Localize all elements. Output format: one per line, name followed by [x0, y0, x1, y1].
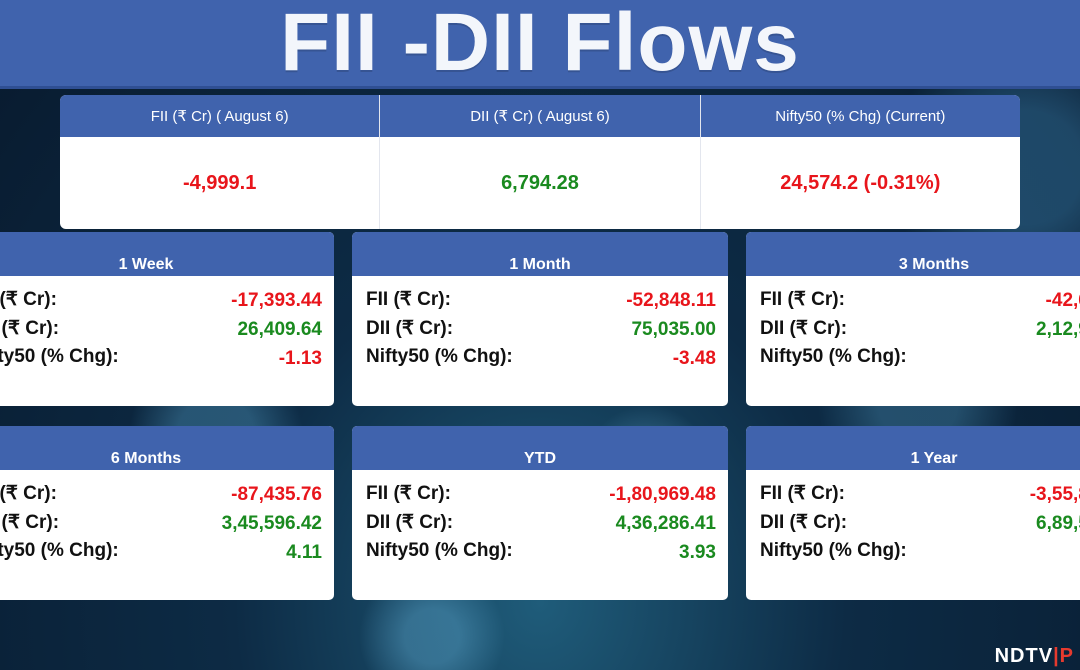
summary-nifty: Nifty50 (% Chg) (Current) 24,574.2 (-0.3… [700, 95, 1020, 229]
period-title: 3 Months [746, 232, 1080, 276]
metric-value: -1.13 [278, 348, 322, 369]
daily-summary-card: FII (₹ Cr) ( August 6) -4,999.1 DII (₹ C… [60, 95, 1020, 229]
metric-row: DII (₹ Cr): 4,36,286.41 [352, 511, 728, 540]
metric-row: DII (₹ Cr): 6,89,571 [746, 511, 1080, 540]
metric-value: -42,626 [1045, 290, 1080, 311]
period-title: 6 Months [0, 426, 334, 470]
metric-row: FII (₹ Cr): -1,80,969.48 [352, 482, 728, 511]
metric-value: -3,55,834 [1029, 484, 1080, 505]
period-rows: FII (₹ Cr): -1,80,969.48 DII (₹ Cr): 4,36,2… [352, 470, 728, 569]
metric-label: DII (₹ Cr): [0, 512, 60, 533]
metric-row: FII (₹ Cr): -52,848.11 [352, 288, 728, 317]
period-card-3-months: 3 Months FII (₹ Cr): -42,626 DII (₹ Cr): 2,1… [746, 232, 1080, 406]
ndtv-logo: NDTV|P [995, 645, 1074, 668]
metric-label: FII (₹ Cr): [760, 483, 845, 504]
period-title: 1 Week [0, 232, 334, 276]
metric-row: DII (₹ Cr): 26,409.64 [0, 317, 334, 346]
metric-value: -3.48 [672, 348, 716, 369]
metric-row: Nifty50 (% Chg): -1.13 [0, 346, 334, 375]
summary-value: 6,794.28 [501, 171, 579, 194]
metric-row: FII (₹ Cr): -3,55,834 [746, 482, 1080, 511]
metric-label: Nifty50 (% Chg): [366, 346, 513, 367]
metric-label: DII (₹ Cr): [760, 512, 848, 533]
metric-value: -17,393.44 [231, 290, 322, 311]
period-rows: FII (₹ Cr): -42,626 DII (₹ Cr): 2,12,948 Nif… [746, 276, 1080, 375]
metric-row: FII (₹ Cr): -42,626 [746, 288, 1080, 317]
summary-header: Nifty50 (% Chg) (Current) [700, 95, 1020, 137]
metric-label: FII (₹ Cr): [0, 483, 57, 504]
period-card-1-week: 1 Week FII (₹ Cr): -17,393.44 DII (₹ Cr): 26… [0, 232, 334, 406]
metric-value: 4,36,286.41 [615, 513, 716, 534]
metric-row: DII (₹ Cr): 3,45,596.42 [0, 511, 334, 540]
title-banner: FII -DII Flows [0, 0, 1080, 89]
period-rows: FII (₹ Cr): -52,848.11 DII (₹ Cr): 75,035.0… [352, 276, 728, 375]
metric-label: Nifty50 (% Chg): [0, 540, 119, 561]
metric-value: 4.11 [286, 542, 322, 563]
period-rows: FII (₹ Cr): -3,55,834 DII (₹ Cr): 6,89,571 N… [746, 470, 1080, 569]
metric-value: 75,035.00 [631, 319, 716, 340]
metric-label: DII (₹ Cr): [366, 512, 454, 533]
metric-label: Nifty50 (% Chg): [760, 540, 907, 561]
summary-value: 24,574.2 (-0.31%) [780, 171, 941, 194]
summary-dii: DII (₹ Cr) ( August 6) 6,794.28 [380, 95, 701, 229]
period-title: 1 Year [746, 426, 1080, 470]
period-card-ytd: YTD FII (₹ Cr): -1,80,969.48 DII (₹ Cr): 4,3… [352, 426, 728, 600]
metric-row: FII (₹ Cr): -17,393.44 [0, 288, 334, 317]
metric-value: 6,89,571 [1036, 513, 1080, 534]
metric-label: DII (₹ Cr): [366, 318, 454, 339]
metric-value: 3.93 [679, 542, 716, 563]
metric-row: FII (₹ Cr): -87,435.76 [0, 482, 334, 511]
metric-label: Nifty50 (% Chg): [366, 540, 513, 561]
metric-label: Nifty50 (% Chg): [760, 346, 907, 367]
metric-label: FII (₹ Cr): [760, 289, 845, 310]
metric-label: DII (₹ Cr): [760, 318, 848, 339]
metric-row: DII (₹ Cr): 2,12,948 [746, 317, 1080, 346]
metric-value: 26,409.64 [237, 319, 322, 340]
period-title: YTD [352, 426, 728, 470]
metric-label: DII (₹ Cr): [0, 318, 60, 339]
metric-row: DII (₹ Cr): 75,035.00 [352, 317, 728, 346]
metric-value: 3,45,596.42 [221, 513, 322, 534]
metric-row: Nifty50 (% Chg):2 [746, 540, 1080, 569]
metric-row: Nifty50 (% Chg): -3.48 [352, 346, 728, 375]
period-card-6-months: 6 Months FII (₹ Cr): -87,435.76 DII (₹ Cr):… [0, 426, 334, 600]
summary-value: -4,999.1 [182, 171, 257, 194]
summary-header: DII (₹ Cr) ( August 6) [380, 95, 700, 137]
summary-fii: FII (₹ Cr) ( August 6) -4,999.1 [60, 95, 381, 229]
metric-label: FII (₹ Cr): [366, 289, 451, 310]
period-title: 1 Month [352, 232, 728, 276]
period-rows: FII (₹ Cr): -87,435.76 DII (₹ Cr): 3,45,596… [0, 470, 334, 569]
metric-value: -87,435.76 [231, 484, 322, 505]
metric-label: FII (₹ Cr): [366, 483, 451, 504]
logo-text: NDTV [994, 645, 1054, 667]
metric-label: Nifty50 (% Chg): [0, 346, 119, 367]
metric-value: -52,848.11 [626, 290, 716, 311]
period-card-1-month: 1 Month FII (₹ Cr): -52,848.11 DII (₹ Cr): 7… [352, 232, 728, 406]
metric-value: -1,80,969.48 [609, 484, 716, 505]
metric-row: Nifty50 (% Chg): 4.11 [0, 540, 334, 569]
metric-value: 2,12,948 [1036, 319, 1080, 340]
summary-header: FII (₹ Cr) ( August 6) [60, 95, 380, 137]
page-title: FII -DII Flows [280, 0, 800, 88]
metric-row: Nifty50 (% Chg):0 [746, 346, 1080, 375]
logo-suffix: |P [1053, 645, 1074, 667]
period-rows: FII (₹ Cr): -17,393.44 DII (₹ Cr): 26,409.6… [0, 276, 334, 375]
metric-label: FII (₹ Cr): [0, 289, 57, 310]
metric-row: Nifty50 (% Chg): 3.93 [352, 540, 728, 569]
period-card-1-year: 1 Year FII (₹ Cr): -3,55,834 DII (₹ Cr): 6,8… [746, 426, 1080, 600]
